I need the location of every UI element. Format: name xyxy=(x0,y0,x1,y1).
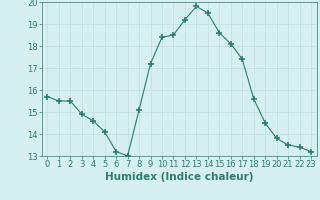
X-axis label: Humidex (Indice chaleur): Humidex (Indice chaleur) xyxy=(105,172,253,182)
